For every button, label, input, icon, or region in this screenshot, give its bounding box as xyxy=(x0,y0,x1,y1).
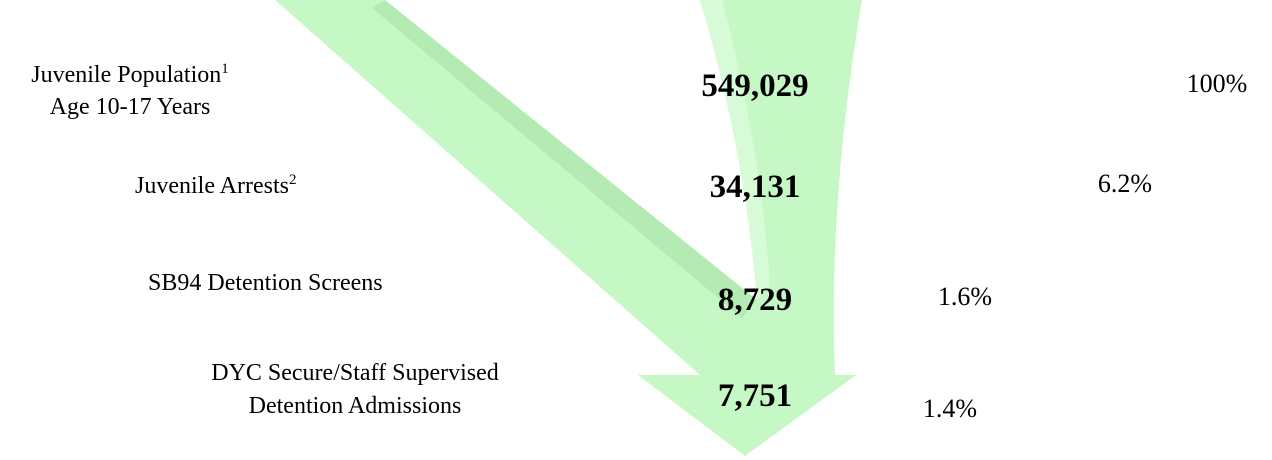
row-label: Age 10-17 Years xyxy=(50,94,211,120)
row-label: SB94 Detention Screens xyxy=(148,270,383,296)
row-label: Juvenile Arrests2 xyxy=(135,172,296,199)
count: 549,029 xyxy=(701,68,808,104)
percent: 1.4% xyxy=(923,394,977,423)
label-text: Juvenile Population xyxy=(31,62,221,88)
row-label: DYC Secure/Staff Supervised xyxy=(211,360,499,386)
count: 8,729 xyxy=(718,282,792,318)
percent: 100% xyxy=(1187,69,1248,98)
label-text: Juvenile Arrests xyxy=(135,173,289,199)
arrow-body xyxy=(275,0,862,456)
arrow-highlight xyxy=(700,0,770,300)
arrow xyxy=(275,0,862,456)
arrow-shade xyxy=(372,0,757,318)
row-label: Detention Admissions xyxy=(249,393,462,419)
percent: 6.2% xyxy=(1098,169,1152,198)
percent: 1.6% xyxy=(938,282,992,311)
count: 7,751 xyxy=(718,378,792,414)
count: 34,131 xyxy=(710,169,801,205)
footnote-mark: 2 xyxy=(289,172,297,188)
footnote-mark: 1 xyxy=(221,61,229,77)
row-label: Juvenile Population1 xyxy=(31,61,228,88)
